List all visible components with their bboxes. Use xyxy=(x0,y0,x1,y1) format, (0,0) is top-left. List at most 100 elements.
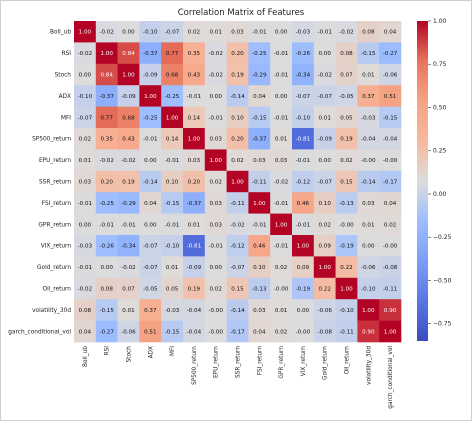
cell-value-label: -0.14 xyxy=(361,180,376,186)
column-label: Gold_return xyxy=(323,346,329,380)
heatmap-cell xyxy=(95,63,118,86)
column-label: volatility_30d xyxy=(366,346,372,385)
column-label: Oil_return xyxy=(345,346,351,375)
heatmap-cell xyxy=(270,21,293,43)
heatmap-cell xyxy=(270,149,293,172)
heatmap-cell xyxy=(204,128,227,150)
row-label: Boll_ub xyxy=(50,30,71,36)
heatmap-cell xyxy=(292,149,315,172)
colorbar-tick-label: 0.75 xyxy=(433,61,447,68)
heatmap-cell xyxy=(95,299,118,321)
heatmap-cell xyxy=(357,21,380,43)
heatmap-cell xyxy=(117,192,140,214)
cell-value-label: -0.01 xyxy=(274,244,289,250)
cell-value-label: 0.02 xyxy=(340,158,352,164)
heatmap-cell xyxy=(183,277,206,300)
heatmap-cell xyxy=(248,85,271,107)
heatmap-cell xyxy=(183,42,206,65)
row-label: Oil_return xyxy=(43,287,72,293)
heatmap-cell xyxy=(270,213,293,236)
cell-value-label: 0.04 xyxy=(253,329,266,335)
cell-value-label: -0.34 xyxy=(121,244,136,250)
cell-value-label: 0.14 xyxy=(188,115,201,121)
cell-value-label: -0.14 xyxy=(230,94,245,100)
heatmap-cell xyxy=(313,85,336,107)
heatmap-cell xyxy=(226,106,249,129)
row-label: RSI xyxy=(62,51,72,57)
cell-value-label: -0.01 xyxy=(296,158,311,164)
heatmap-cell xyxy=(292,128,315,150)
heatmap-cell xyxy=(270,106,293,129)
heatmap-cells: 1.00 -0.02 0.00 -0.10 -0.07 0.02 0.01 0.03 -0.01… xyxy=(74,21,402,343)
heatmap-cell xyxy=(74,21,97,43)
cell-value-label: -0.02 xyxy=(317,73,331,79)
cell-value-label: 0.01 xyxy=(318,115,331,121)
cell-value-label: 0.37 xyxy=(144,308,157,314)
cell-value-label: 0.00 xyxy=(362,244,375,250)
cell-value-label: -0.06 xyxy=(121,329,136,335)
heatmap-cell xyxy=(161,106,184,129)
cell-value-label: 0.04 xyxy=(144,201,157,207)
heatmap-cell xyxy=(335,320,358,343)
cell-value-label: 0.15 xyxy=(340,180,353,186)
heatmap-cell xyxy=(117,277,140,300)
heatmap-cell xyxy=(183,235,206,257)
colorbar-tick-label: 0.00 xyxy=(433,191,447,198)
heatmap-cell xyxy=(204,63,227,86)
row-label: Gold_return xyxy=(37,265,71,271)
cell-value-label: 0.07 xyxy=(340,73,353,79)
heatmap-cell xyxy=(139,85,162,107)
heatmap-cell xyxy=(226,149,249,172)
heatmap-cell xyxy=(335,128,358,150)
cell-value-label: 0.08 xyxy=(79,308,92,314)
cell-value-label: -0.14 xyxy=(143,180,158,186)
heatmap-cell xyxy=(270,42,293,65)
heatmap-cell xyxy=(270,235,293,257)
cell-value-label: -0.10 xyxy=(296,115,311,121)
heatmap-cell xyxy=(204,149,227,172)
heatmap-cell xyxy=(292,170,315,193)
heatmap-cell xyxy=(117,42,140,65)
cell-value-label: 1.00 xyxy=(79,30,92,36)
heatmap-cell xyxy=(335,256,358,279)
cell-value-label: -0.01 xyxy=(165,222,180,228)
heatmap-cell xyxy=(95,42,118,65)
heatmap-cell xyxy=(270,85,293,107)
heatmap-cell xyxy=(226,63,249,86)
heatmap-cell xyxy=(248,256,271,279)
heatmap-cell xyxy=(74,85,97,107)
cell-value-label: -0.11 xyxy=(339,329,354,335)
heatmap-cell xyxy=(357,192,380,214)
cell-value-label: 0.19 xyxy=(340,137,353,143)
colorbar-tick-label: −0.25 xyxy=(433,234,452,241)
row-label: SP500_return xyxy=(32,137,71,143)
heatmap-cell xyxy=(74,235,97,257)
cell-value-label: -0.08 xyxy=(383,265,398,271)
cell-value-label: 1.00 xyxy=(100,51,113,57)
cell-value-label: 0.20 xyxy=(231,137,244,143)
cell-value-label: -0.06 xyxy=(361,265,376,271)
cell-value-label: -0.19 xyxy=(296,287,311,293)
heatmap-cell xyxy=(95,85,118,107)
cell-value-label: -0.00 xyxy=(208,329,223,335)
heatmap-cell xyxy=(379,213,402,236)
cell-value-label: 0.46 xyxy=(297,201,310,207)
cell-value-label: 0.20 xyxy=(100,180,113,186)
cell-value-label: 0.01 xyxy=(166,265,179,271)
cell-value-label: 0.08 xyxy=(340,51,353,57)
cell-value-label: 1.00 xyxy=(362,308,375,314)
heatmap-cell xyxy=(248,192,271,214)
heatmap-cell xyxy=(161,277,184,300)
row-label: SSR_return xyxy=(39,180,71,186)
cell-value-label: 0.02 xyxy=(209,180,221,186)
heatmap-cell xyxy=(139,149,162,172)
cell-value-label: -0.09 xyxy=(121,94,136,100)
heatmap-cell xyxy=(161,149,184,172)
cell-value-label: -0.01 xyxy=(78,201,93,207)
cell-value-label: 0.22 xyxy=(318,287,330,293)
cell-value-label: -0.09 xyxy=(317,137,332,143)
heatmap-cell xyxy=(183,256,206,279)
cell-value-label: 1.00 xyxy=(209,158,222,164)
heatmap-cell xyxy=(161,63,184,86)
heatmap-cell xyxy=(161,299,184,321)
